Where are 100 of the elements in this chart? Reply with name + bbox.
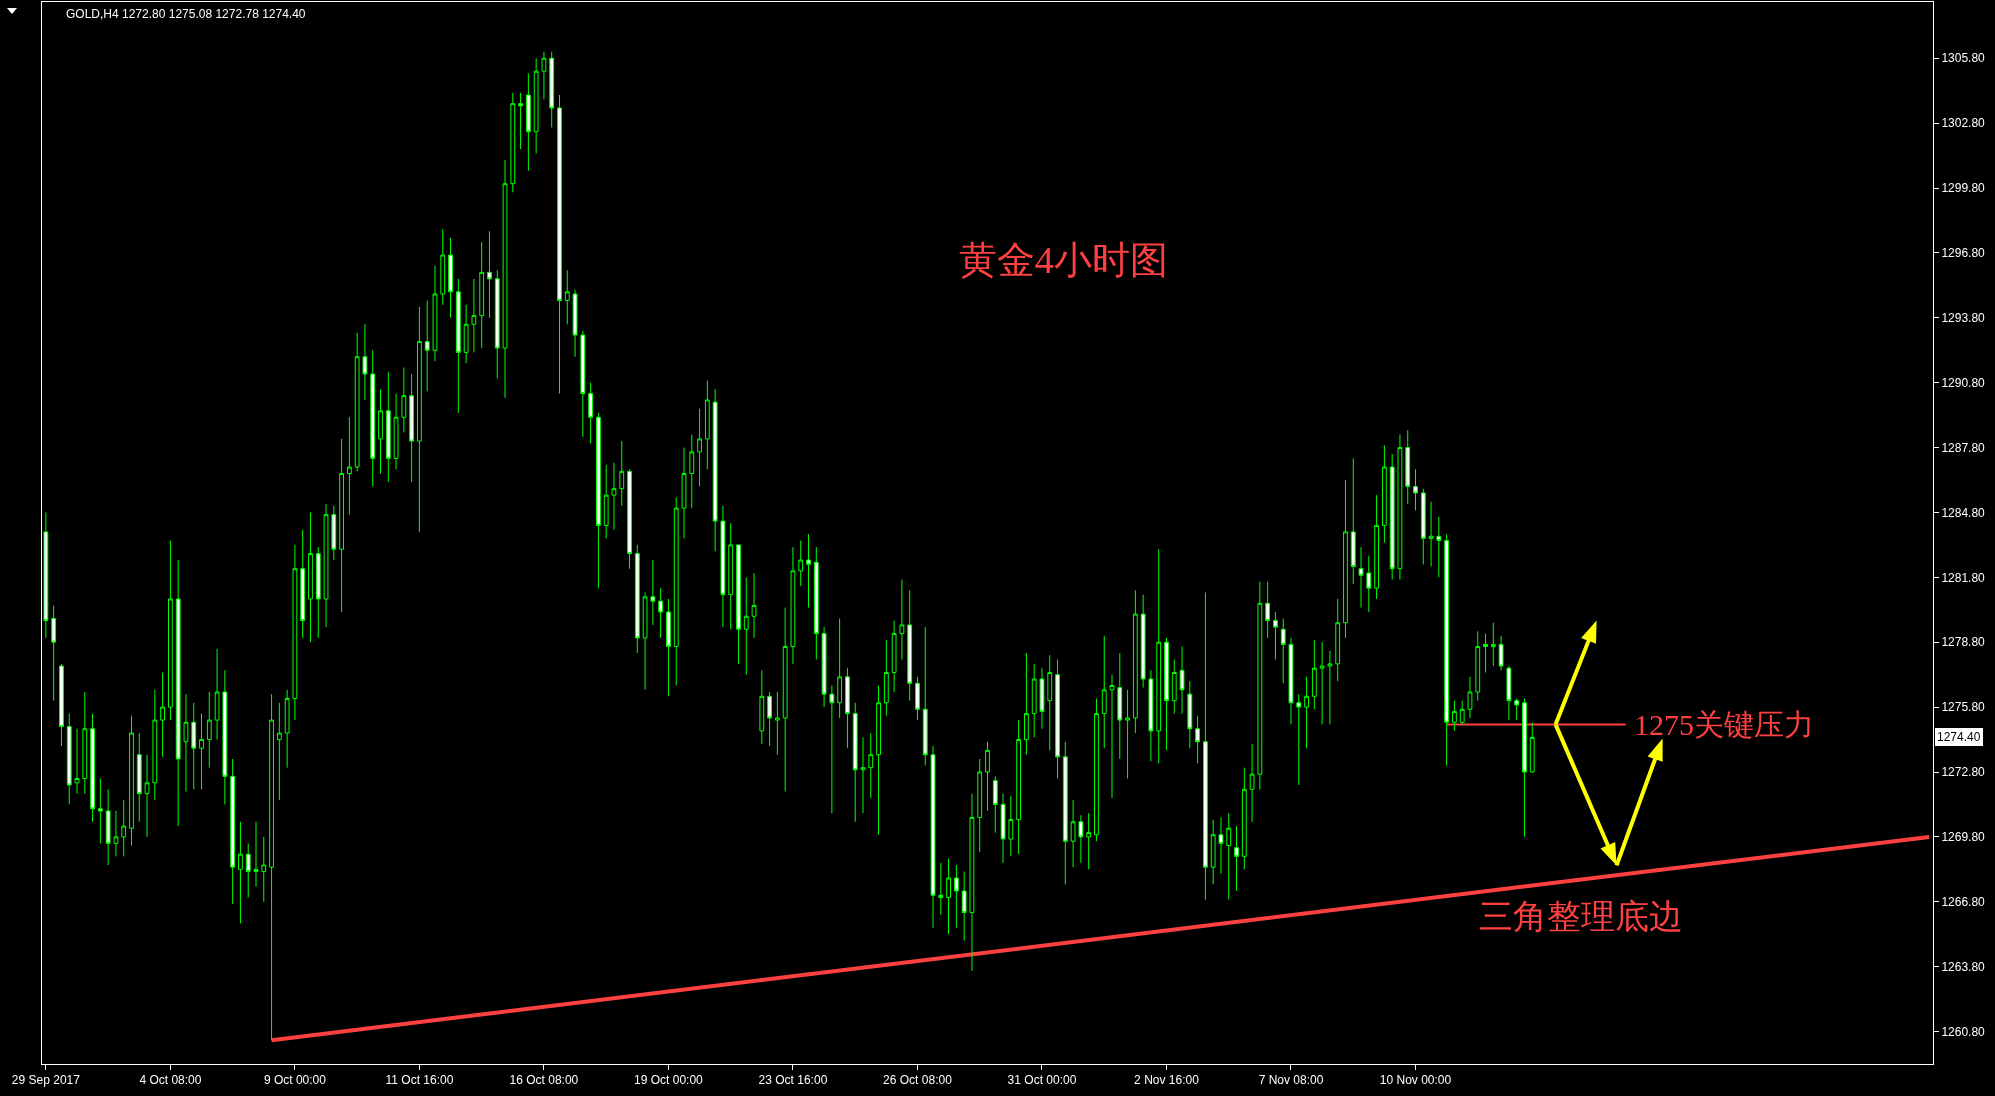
candlestick [90,713,95,823]
candlestick [1444,533,1450,767]
candlestick [1016,719,1022,855]
candlestick [658,587,664,639]
candlestick [549,51,555,128]
candlestick [743,576,749,676]
candlestick [1187,680,1193,749]
candlestick [152,689,158,801]
candlestick [1529,722,1535,773]
candlestick [510,92,516,193]
y-tick-label: 1287.80 [1941,440,1986,455]
y-tick-label: 1263.80 [1941,959,1986,974]
candlestick [409,373,415,483]
candlestick [1125,689,1130,779]
candlestick [1117,652,1123,760]
y-tick-label: 1284.80 [1941,505,1986,520]
y-tick-label: 1302.80 [1941,116,1986,131]
candlestick [206,691,212,769]
candlestick [1086,812,1092,870]
candlestick [59,663,64,747]
candlestick [1148,669,1154,762]
candlestick [1039,667,1045,730]
annotation: GOLD,H4 1272.80 1275.08 1272.78 1274.40 [66,7,306,21]
candlestick [876,684,881,836]
candlestick [1506,665,1512,721]
candlestick [829,684,835,814]
candlestick [930,745,936,929]
candlestick [572,289,578,358]
candlestick [1156,548,1162,764]
candlestick [1490,622,1496,667]
y-tick-label: 1296.80 [1941,246,1986,261]
candlestick [370,349,376,487]
y-tick-label: 1266.80 [1941,894,1986,909]
candlestick [1413,468,1418,511]
text: 1274.40 [1937,730,1981,744]
candlestick [681,447,687,539]
candlestick [230,758,236,905]
candlestick [1055,659,1060,779]
candlestick [759,669,765,745]
candlestick [1467,676,1473,719]
candlestick [1358,546,1364,609]
candlestick [1335,598,1341,682]
candlestick [1070,799,1076,868]
candlestick [1249,743,1255,823]
candlestick [1062,741,1068,885]
candlestick [1374,494,1379,600]
candlestick [346,416,352,516]
candlestick [1000,793,1006,864]
candlestick [798,540,804,587]
candlestick [479,241,485,349]
candlestick [961,871,967,942]
candlestick [767,691,773,747]
candlestick [82,691,88,795]
candlestick [136,732,142,823]
candlestick [907,589,913,702]
candlestick [650,559,656,626]
candlestick [1350,457,1356,585]
candlestick [603,464,609,539]
candlestick [1459,700,1465,725]
candlestick [1164,637,1169,751]
candlestick [1327,650,1333,725]
candlestick [1202,591,1208,901]
candlestick [619,440,625,507]
x-tick-label: 4 Oct 08:00 [139,1073,202,1088]
candlestick [1405,429,1411,505]
series-label: 三角整理底边 [1479,898,1683,935]
candlestick [417,306,422,533]
y-tick-label: 1305.80 [1941,51,1986,66]
candlestick [627,468,632,570]
candlestick [1296,693,1302,786]
candlestick [774,691,780,756]
candlestick [378,388,383,475]
candlestick [463,304,469,364]
candlestick [673,496,679,686]
candlestick [1522,697,1527,838]
candlestick [284,689,290,769]
y-tick-label: 1290.80 [1941,375,1986,390]
y-tick-label: 1272.80 [1941,765,1986,780]
candlestick [751,572,757,639]
candlestick [424,299,430,392]
candlestick [689,434,695,509]
candlestick [1452,700,1457,732]
candlestick [736,544,741,665]
candlestick [992,775,998,834]
candlestick [728,522,734,630]
candlestick [868,732,874,799]
candlestick [331,505,337,561]
candlestick [1436,516,1442,578]
candlestick [1140,594,1146,689]
candlestick [308,511,313,643]
candlestick [455,278,461,414]
candlestick [448,237,453,319]
y-tick-label: 1293.80 [1941,310,1986,325]
candlestick [1311,639,1317,710]
candlestick [199,713,204,790]
x-tick-label: 19 Oct 00:00 [634,1073,704,1088]
candlestick [977,758,983,853]
candlestick [813,546,819,661]
candlestick [300,529,306,639]
candlestick [915,676,920,721]
